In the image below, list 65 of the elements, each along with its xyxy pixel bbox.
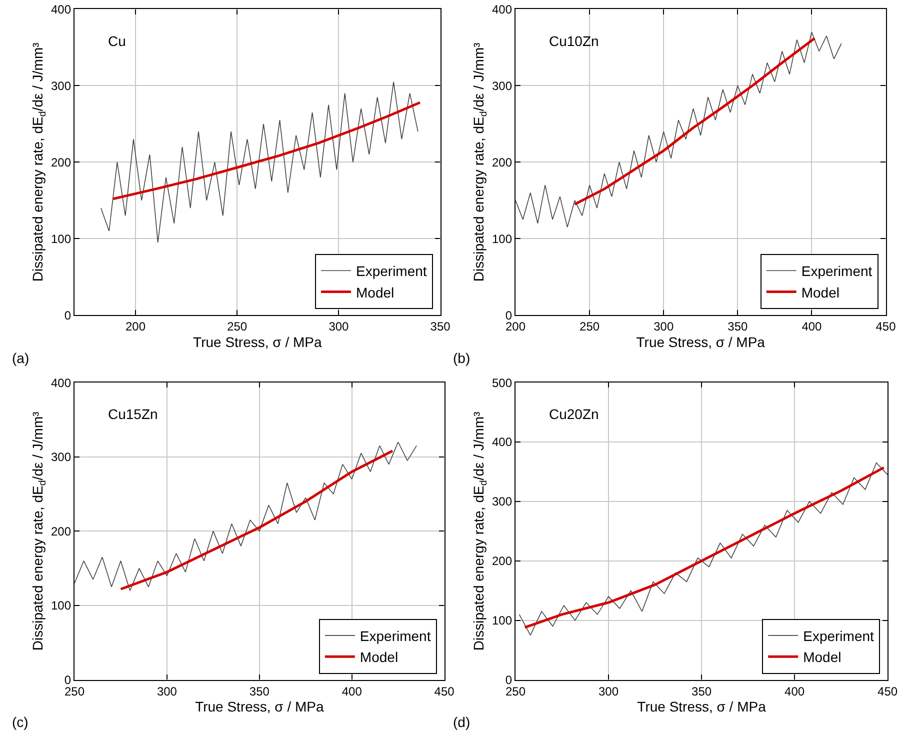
x-tick-label: 300 — [598, 684, 619, 698]
y-tick-label: 100 — [50, 598, 72, 613]
x-tick-label: 350 — [692, 684, 712, 698]
line-series — [516, 32, 842, 228]
y-tick-label: 300 — [492, 494, 512, 509]
x-tick-label: 250 — [506, 684, 526, 698]
x-tick-label: 250 — [580, 320, 600, 334]
x-tick-label: 300 — [156, 684, 178, 698]
y-tick-label: 400 — [50, 376, 72, 390]
y-tick-label: 300 — [492, 78, 512, 93]
y-tick-label: 200 — [50, 155, 72, 170]
y-tick-label: 300 — [50, 78, 72, 93]
x-tick-label: 200 — [125, 320, 146, 334]
y-tick-label: 0 — [505, 308, 512, 322]
x-tick-label: 350 — [430, 320, 451, 334]
legend-label: Model — [801, 284, 840, 300]
x-axis-title: True Stress, σ / MPa — [637, 698, 766, 715]
text: (c) — [12, 714, 28, 730]
x-tick-label: 250 — [64, 684, 85, 698]
line-series — [74, 442, 417, 592]
text: Cu15Zn — [108, 406, 158, 422]
x-tick-label: 400 — [784, 684, 805, 698]
x-tick-label: 400 — [342, 684, 362, 698]
x-tick-label: 450 — [434, 684, 455, 698]
x-tick-label: 450 — [876, 320, 896, 334]
legend-label: Model — [356, 284, 394, 300]
x-tick-label: 300 — [654, 320, 674, 334]
y-tick-label: 200 — [492, 554, 512, 568]
y-tick-label: 400 — [50, 2, 72, 16]
y-tick-label: 400 — [492, 2, 512, 16]
y-tick-label: 500 — [492, 376, 512, 390]
line-series — [119, 450, 394, 590]
y-tick-label: 200 — [492, 155, 512, 170]
x-tick-label: 250 — [227, 320, 248, 334]
y-tick-label: 200 — [50, 524, 72, 538]
legend-label: Experiment — [801, 263, 872, 280]
x-tick-label: 400 — [802, 320, 822, 334]
text: Cu10Zn — [549, 33, 599, 49]
line-series — [112, 101, 422, 200]
x-tick-label: 450 — [878, 684, 898, 698]
y-tick-label: 100 — [50, 232, 72, 246]
legend-label: Model — [803, 649, 842, 666]
text: (b) — [453, 350, 470, 366]
y-tick-label: 0 — [64, 673, 72, 687]
y-tick-label: 400 — [492, 435, 512, 450]
x-tick-label: 350 — [249, 684, 270, 698]
legend-label: Experiment — [360, 628, 431, 644]
text: (a) — [12, 350, 30, 366]
x-tick-label: 350 — [728, 320, 748, 334]
y-tick-label: 0 — [505, 673, 512, 687]
y-tick-label: 100 — [492, 232, 512, 246]
text: (d) — [453, 714, 470, 730]
x-axis-title: True Stress, σ / MPa — [195, 698, 324, 715]
text: Cu20Zn — [549, 406, 599, 422]
y-tick-label: 300 — [50, 450, 72, 464]
x-axis-title: True Stress, σ / MPa — [193, 334, 322, 350]
y-tick-label: 100 — [492, 614, 512, 628]
x-axis-title: True Stress, σ / MPa — [636, 334, 766, 350]
line-series — [100, 81, 418, 243]
y-tick-label: 0 — [64, 308, 72, 322]
legend-label: Experiment — [356, 263, 427, 280]
legend-label: Model — [360, 649, 398, 666]
x-tick-label: 300 — [328, 320, 350, 334]
legend-label: Experiment — [803, 628, 874, 644]
text: Cu — [108, 33, 126, 49]
